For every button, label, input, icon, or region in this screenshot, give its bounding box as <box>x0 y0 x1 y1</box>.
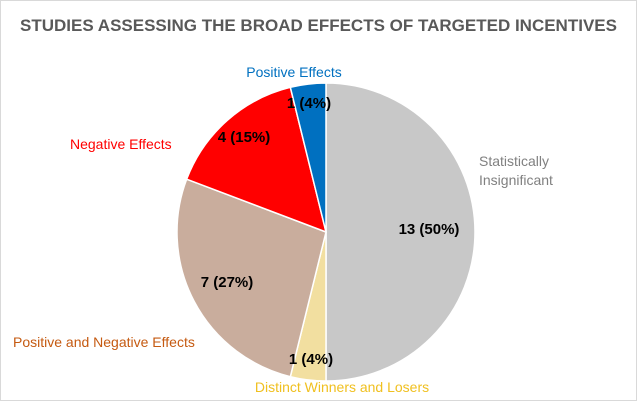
slice-category-label: Positive Effects <box>246 64 341 80</box>
slice-category-label: Positive and Negative Effects <box>13 334 195 350</box>
slice-value-label: 7 (27%) <box>201 274 254 291</box>
pie-slice-positive-and-negative-effects <box>176 178 327 378</box>
slice-category-label: Negative Effects <box>70 136 172 152</box>
pie-slice-positive-effects <box>289 82 327 233</box>
pie-slice-statistically-insignificant <box>325 82 476 382</box>
slice-value-label: 1 (4%) <box>289 351 333 368</box>
chart-title: STUDIES ASSESSING THE BROAD EFFECTS OF T… <box>20 16 617 35</box>
slice-value-label: 13 (50%) <box>399 221 460 238</box>
pie-slice-negative-effects <box>185 86 328 234</box>
slice-value-label: 1 (4%) <box>287 95 331 112</box>
slice-value-label: 4 (15%) <box>218 129 271 146</box>
slice-category-label: Distinct Winners and Losers <box>255 379 429 395</box>
slice-category-label: Statistically Insignificant <box>479 153 553 188</box>
